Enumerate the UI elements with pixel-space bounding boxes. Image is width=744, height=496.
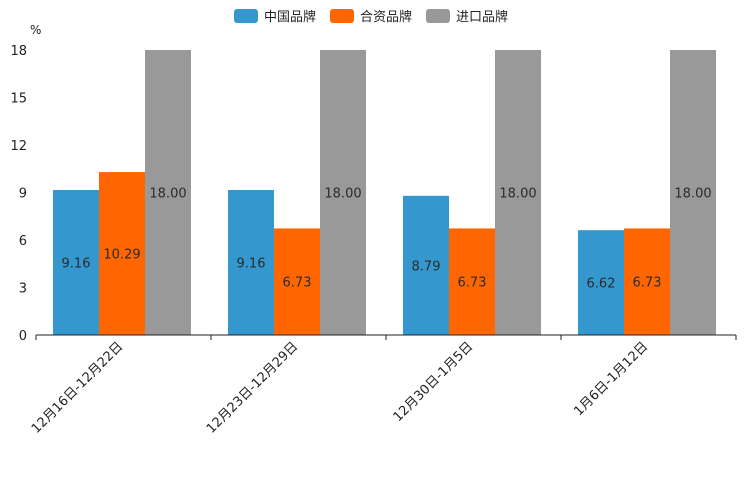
data-label: 6.73 — [458, 276, 487, 291]
legend: 中国品牌 合资品牌 进口品牌 — [234, 9, 508, 25]
y-tick-label: 9 — [19, 187, 27, 202]
legend-label: 合资品牌 — [360, 9, 412, 25]
bar — [670, 50, 716, 335]
bar — [320, 50, 366, 335]
bar — [145, 50, 191, 335]
x-category-label: 12月16日-12月22日 — [29, 339, 126, 436]
data-label: 10.29 — [103, 248, 140, 263]
data-label: 18.00 — [674, 187, 711, 202]
y-tick-label: 0 — [19, 329, 27, 344]
x-category-label: 12月30日-1月5日 — [391, 339, 477, 425]
legend-swatch — [426, 9, 450, 23]
bar — [624, 228, 670, 335]
y-tick-label: 3 — [19, 282, 27, 297]
data-label: 18.00 — [324, 187, 361, 202]
y-axis-unit-label: % — [30, 23, 41, 37]
bar — [228, 189, 274, 335]
data-label: 9.16 — [62, 256, 91, 271]
bar — [274, 228, 320, 335]
y-tick-label: 15 — [10, 92, 27, 107]
x-category-label: 1月6日-1月12日 — [571, 339, 651, 419]
legend-label: 进口品牌 — [456, 9, 508, 25]
legend-label: 中国品牌 — [264, 9, 316, 25]
bar — [495, 50, 541, 335]
bar — [53, 189, 99, 335]
data-label: 8.79 — [412, 259, 441, 274]
bar — [403, 195, 449, 335]
data-label: 6.73 — [633, 276, 662, 291]
y-tick-label: 12 — [10, 139, 27, 154]
legend-swatch — [234, 9, 258, 23]
data-label: 6.73 — [283, 276, 312, 291]
y-tick-label: 18 — [10, 44, 27, 59]
bar — [449, 228, 495, 335]
x-axis: 12月16日-12月22日 12月23日-12月29日 12月30日-1月5日 1月6… — [29, 334, 737, 437]
data-label: 6.62 — [587, 277, 616, 292]
data-label: 18.00 — [149, 187, 186, 202]
data-label: 9.16 — [237, 256, 266, 271]
data-label: 18.00 — [499, 187, 536, 202]
x-category-label: 12月23日-12月29日 — [204, 339, 301, 436]
bar — [578, 230, 624, 335]
bar — [99, 172, 145, 335]
legend-swatch — [330, 9, 354, 23]
plot-area: 9.16 10.29 18.00 9.16 6.73 18.00 8.79 6.73 18.00… — [53, 50, 716, 335]
y-axis: 0 3 6 9 12 15 18 — [10, 44, 27, 344]
y-tick-label: 6 — [19, 234, 27, 249]
